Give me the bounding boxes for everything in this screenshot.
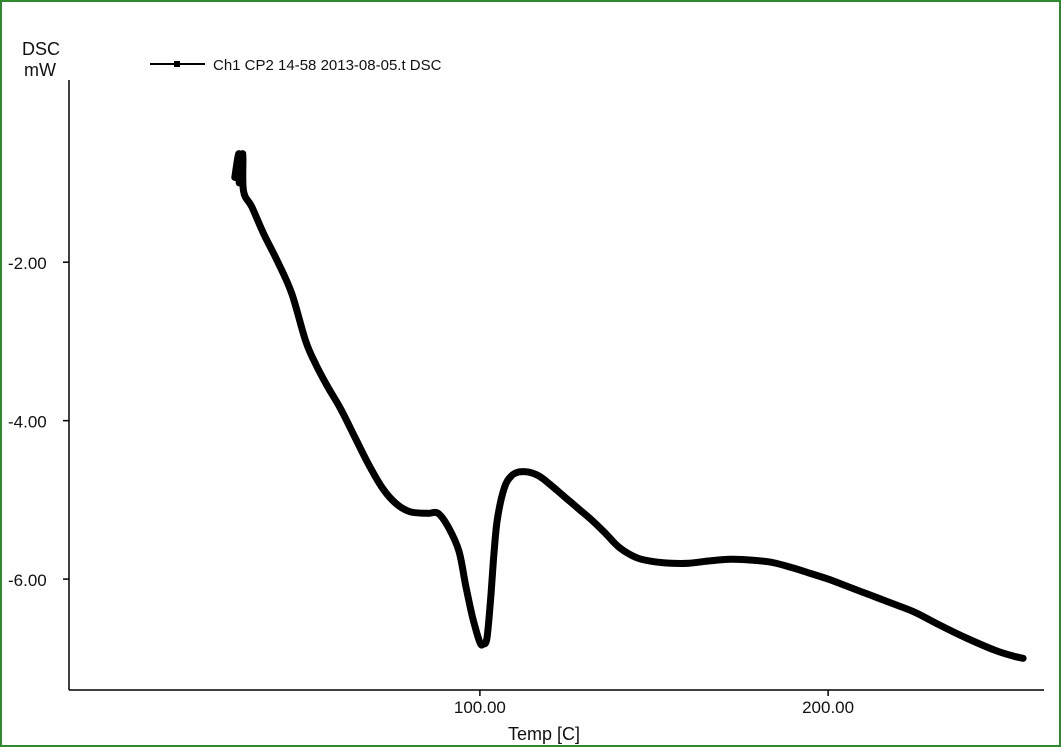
legend-label: Ch1 CP2 14-58 2013-08-05.t DSC <box>213 57 442 74</box>
x-tick-label: 100.00 <box>454 698 506 717</box>
x-axis-title: Temp [C] <box>508 724 580 744</box>
y-axis-title-line1: DSC <box>22 39 60 59</box>
y-tick-label: -2.00 <box>8 254 47 273</box>
x-tick-label: 200.00 <box>802 698 854 717</box>
legend: Ch1 CP2 14-58 2013-08-05.t DSC <box>150 57 442 74</box>
legend-marker <box>174 61 180 67</box>
dsc-curve <box>231 150 1027 662</box>
y-axis-title-line2: mW <box>24 60 56 80</box>
y-tick-label: -6.00 <box>8 571 47 590</box>
y-tick-label: -4.00 <box>8 413 47 432</box>
x-ticks: 100.00 200.00 <box>454 690 854 717</box>
y-ticks: -2.00 -4.00 -6.00 <box>8 254 69 590</box>
